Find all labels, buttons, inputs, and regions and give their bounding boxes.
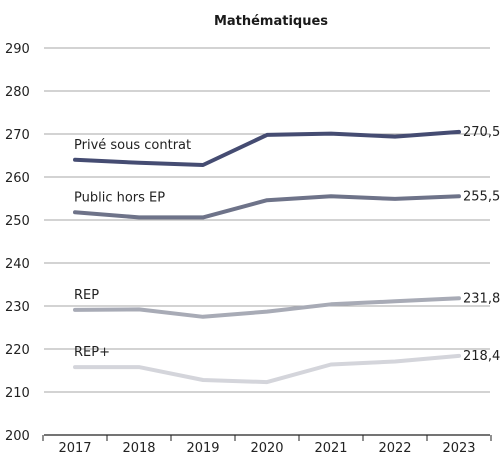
series-name-label: REP+ (74, 345, 110, 360)
x-tick-label-2017: 2017 (58, 441, 91, 456)
y-tick-label-210: 210 (5, 386, 30, 401)
series-line-public-hors-ep (73, 194, 461, 220)
y-tick-label-260: 260 (5, 171, 30, 186)
series-end-value-label: 231,8 (463, 291, 500, 306)
series-lines (73, 129, 461, 385)
y-tick-label-280: 280 (5, 85, 30, 100)
series-end-value-label: 218,4 (463, 349, 500, 364)
chart-title: Mathématiques (214, 14, 328, 29)
series-line-rep- (73, 353, 461, 385)
series-end-value-label: 270,5 (463, 125, 500, 140)
series-labels: Privé sous contrat 270,5 Public hors EP 255… (74, 125, 500, 364)
axes: 200 210 220 230 240 250 260 270 280 290 2017 2018 20… (5, 42, 492, 456)
y-tick-label-230: 230 (5, 300, 30, 315)
y-tick-label-250: 250 (5, 214, 30, 229)
y-tick-label-200: 200 (5, 429, 30, 444)
x-tick-label-2023: 2023 (442, 441, 475, 456)
series-line-priv-sous-contrat (73, 129, 461, 167)
series-end-value-label: 255,5 (463, 189, 500, 204)
y-tick-label-220: 220 (5, 343, 30, 358)
x-tick-label-2020: 2020 (250, 441, 283, 456)
series-name-label: Public hors EP (74, 190, 165, 205)
x-tick-label-2018: 2018 (122, 441, 155, 456)
series-line-rep (73, 296, 461, 319)
x-tick-label-2019: 2019 (186, 441, 219, 456)
y-tick-label-290: 290 (5, 42, 30, 57)
series-name-label: REP (74, 288, 99, 303)
x-tick-label-2022: 2022 (378, 441, 411, 456)
y-tick-label-240: 240 (5, 257, 30, 272)
series-name-label: Privé sous contrat (74, 138, 191, 153)
x-tick-label-2021: 2021 (314, 441, 347, 456)
gridlines (44, 47, 490, 393)
y-tick-label-270: 270 (5, 128, 30, 143)
